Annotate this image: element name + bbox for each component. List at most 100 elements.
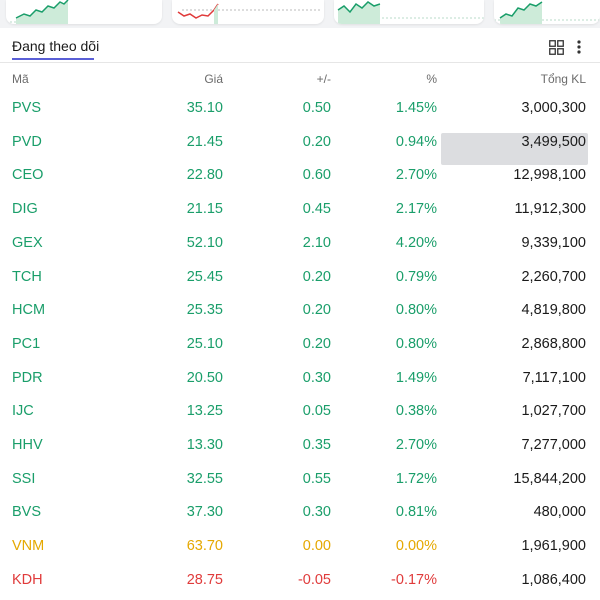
stock-price: 25.35: [186, 302, 223, 319]
table-header: Mã Giá +/- % Tổng KL: [0, 62, 600, 94]
stock-price: 13.30: [186, 437, 223, 453]
stock-change: 0.00: [302, 538, 331, 555]
table-row[interactable]: CEO 22.80 0.60 2.70% 12,998,100: [0, 161, 600, 195]
stock-percent: 1.72%: [395, 470, 437, 487]
stock-price: 21.15: [186, 201, 223, 218]
stock-volume: 3,499,500: [521, 133, 586, 150]
stock-code: HCM: [12, 302, 46, 319]
stock-change: -0.05: [297, 571, 331, 588]
stock-percent: -0.17%: [391, 571, 437, 588]
watchlist-tabbar: Đang theo dõi: [0, 28, 600, 63]
stock-price: 21.45: [186, 133, 223, 150]
index-card[interactable]: [6, 0, 162, 24]
table-row[interactable]: HHV 13.30 0.35 2.70% 7,277,000: [0, 431, 600, 465]
stock-volume: 15,844,200: [513, 470, 586, 487]
stock-change: 0.35: [302, 437, 331, 453]
header-percent[interactable]: %: [426, 72, 437, 86]
stock-change: 0.20: [302, 335, 331, 352]
stock-volume: 1,027,700: [521, 403, 586, 420]
grid-icon[interactable]: [549, 40, 564, 55]
table-row[interactable]: VNM 63.70 0.00 0.00% 1,961,900: [0, 532, 600, 566]
table-row[interactable]: PVD 21.45 0.20 0.94% 3,499,500: [0, 128, 600, 162]
table-row[interactable]: GEX 52.10 2.10 4.20% 9,339,100: [0, 229, 600, 263]
stock-percent: 0.38%: [395, 403, 437, 420]
stock-change: 0.30: [302, 369, 331, 386]
table-row[interactable]: KDH 28.75 -0.05 -0.17% 1,086,400: [0, 566, 600, 600]
stock-price: 35.10: [186, 100, 223, 116]
table-row[interactable]: HCM 25.35 0.20 0.80% 4,819,800: [0, 296, 600, 330]
stock-price: 52.10: [186, 234, 223, 251]
stock-volume: 12,998,100: [513, 167, 586, 184]
stock-percent: 0.94%: [395, 133, 437, 150]
stock-volume: 9,339,100: [521, 234, 586, 251]
table-row[interactable]: PVS 35.10 0.50 1.45% 3,000,300: [0, 94, 600, 128]
stock-volume: 480,000: [533, 504, 586, 521]
stock-volume: 1,086,400: [521, 571, 586, 588]
stock-change: 0.60: [302, 167, 331, 184]
stock-percent: 0.80%: [395, 302, 437, 319]
stock-price: 25.10: [186, 335, 223, 352]
stock-code: HHV: [12, 437, 43, 453]
stock-code: SSI: [12, 470, 36, 487]
more-vertical-icon[interactable]: [575, 39, 583, 55]
stock-code: VNM: [12, 538, 45, 555]
table-row[interactable]: SSI 32.55 0.55 1.72% 15,844,200: [0, 465, 600, 499]
stock-percent: 0.79%: [395, 268, 437, 285]
stock-code: GEX: [12, 234, 43, 251]
stock-change: 0.20: [302, 302, 331, 319]
index-cards-strip: [0, 0, 600, 28]
stock-volume: 11,912,300: [514, 201, 587, 218]
stock-percent: 0.00%: [395, 538, 437, 555]
stock-code: TCH: [12, 268, 42, 285]
stock-price: 37.30: [186, 504, 223, 521]
stock-volume: 1,961,900: [521, 538, 586, 555]
stock-volume: 4,819,800: [521, 302, 586, 319]
stock-percent: 1.49%: [395, 369, 437, 386]
tab-active-indicator: [12, 58, 94, 60]
stock-code: IJC: [12, 403, 34, 420]
stock-code: PVS: [12, 100, 42, 116]
mini-chart-icon: [177, 3, 322, 24]
stock-code: PDR: [12, 369, 43, 386]
stock-volume: 2,260,700: [521, 268, 586, 285]
header-volume[interactable]: Tổng KL: [540, 72, 586, 86]
stock-code: CEO: [12, 167, 44, 184]
index-card[interactable]: [334, 0, 484, 24]
stock-code: PC1: [12, 335, 41, 352]
stock-percent: 4.20%: [395, 234, 437, 251]
stock-code: PVD: [12, 133, 42, 150]
stock-price: 32.55: [186, 470, 223, 487]
header-price[interactable]: Giá: [204, 72, 223, 86]
stock-price: 25.45: [186, 268, 223, 285]
index-card[interactable]: [494, 0, 600, 24]
stock-percent: 2.70%: [395, 437, 437, 453]
stock-percent: 2.70%: [395, 167, 437, 184]
table-row[interactable]: TCH 25.45 0.20 0.79% 2,260,700: [0, 263, 600, 297]
stock-volume: 7,277,000: [521, 437, 586, 453]
index-card[interactable]: [172, 0, 324, 24]
table-row[interactable]: DIG 21.15 0.45 2.17% 11,912,300: [0, 195, 600, 229]
stock-price: 28.75: [186, 571, 223, 588]
stock-volume: 7,117,100: [522, 369, 586, 386]
highlighted-volume-cell: [441, 133, 588, 165]
header-change[interactable]: +/-: [316, 72, 331, 86]
stock-percent: 2.17%: [395, 201, 437, 218]
stock-price: 22.80: [186, 167, 223, 184]
stock-volume: 2,868,800: [521, 335, 586, 352]
stock-change: 2.10: [302, 234, 331, 251]
table-row[interactable]: PC1 25.10 0.20 0.80% 2,868,800: [0, 330, 600, 364]
stock-price: 13.25: [186, 403, 223, 420]
stock-change: 0.50: [302, 100, 331, 116]
table-row[interactable]: IJC 13.25 0.05 0.38% 1,027,700: [0, 397, 600, 431]
stock-change: 0.20: [302, 268, 331, 285]
header-code[interactable]: Mã: [12, 72, 29, 86]
stock-change: 0.20: [302, 133, 331, 150]
table-row[interactable]: PDR 20.50 0.30 1.49% 7,117,100: [0, 364, 600, 398]
mini-chart-icon: [494, 1, 600, 24]
table-row[interactable]: BVS 37.30 0.30 0.81% 480,000: [0, 498, 600, 532]
stock-change: 0.05: [302, 403, 331, 420]
stock-volume: 3,000,300: [521, 100, 586, 116]
tab-watchlist[interactable]: Đang theo dõi: [12, 38, 100, 54]
stock-percent: 0.80%: [395, 335, 437, 352]
mini-chart-icon: [6, 0, 69, 24]
